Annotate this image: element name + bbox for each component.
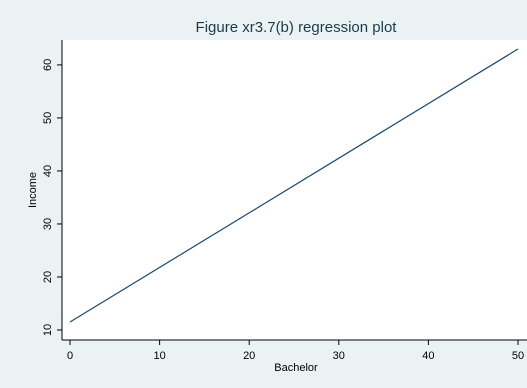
regression-line [69, 48, 519, 323]
x-tick-label: 20 [243, 350, 255, 362]
x-tick-label: 0 [67, 350, 73, 362]
x-tick-label: 40 [422, 350, 434, 362]
x-axis-title: Bachelor [274, 362, 318, 374]
x-tick-label: 30 [333, 350, 345, 362]
x-tick-label: 50 [512, 350, 524, 362]
plot-area [62, 40, 527, 340]
y-tick-label: 30 [42, 218, 54, 230]
y-tick-label: 40 [42, 165, 54, 177]
y-axis-title: Income [27, 172, 39, 208]
y-tick-label: 10 [42, 324, 54, 336]
y-tick-label: 20 [42, 271, 54, 283]
x-tick-label: 10 [153, 350, 165, 362]
y-tick-label: 50 [42, 112, 54, 124]
y-tick-label: 60 [42, 59, 54, 71]
chart-title: Figure xr3.7(b) regression plot [196, 19, 398, 36]
